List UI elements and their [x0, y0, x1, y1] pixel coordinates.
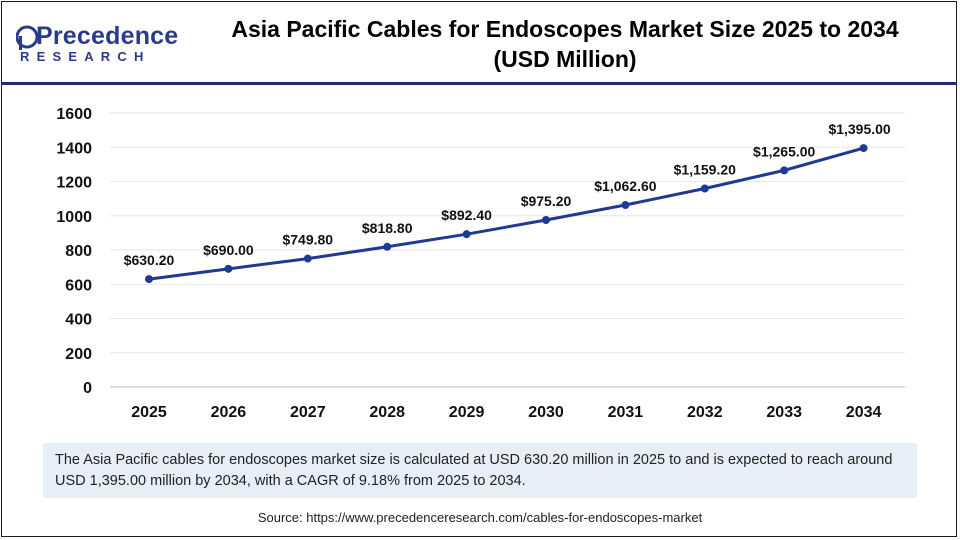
data-label: $690.00: [203, 242, 254, 258]
y-tick-label: 800: [65, 243, 92, 260]
chart-title: Asia Pacific Cables for Endoscopes Marke…: [175, 14, 955, 74]
chart-title-line2: (USD Million): [493, 46, 637, 72]
data-label: $749.80: [282, 232, 333, 248]
caption-box: The Asia Pacific cables for endoscopes m…: [43, 443, 917, 498]
y-tick-label: 400: [65, 312, 92, 329]
data-label: $630.20: [124, 252, 175, 268]
x-tick-label: 2028: [369, 404, 405, 421]
data-point: [462, 230, 471, 239]
data-label: $1,265.00: [753, 143, 815, 159]
x-tick-label: 2034: [846, 404, 882, 421]
data-point: [700, 184, 709, 193]
data-point: [303, 254, 312, 263]
line-chart: 0 200 400 600 800 1000 1200 1400 1600 2025 2026 202…: [56, 106, 905, 421]
data-label: $818.80: [362, 220, 413, 236]
source-text: Source: https://www.precedenceresearch.c…: [257, 510, 703, 525]
logo-mark-icon: [16, 25, 38, 50]
y-tick-label: 1400: [56, 140, 92, 157]
logo: Precedence RESEARCH: [16, 22, 178, 66]
data-label: $1,159.20: [674, 161, 736, 177]
x-tick-label: 2029: [449, 404, 485, 421]
y-tick-label: 1600: [56, 106, 92, 123]
header-divider: [1, 82, 957, 85]
y-tick-label: 600: [65, 277, 92, 294]
y-tick-label: 0: [83, 380, 92, 397]
data-label: $1,395.00: [828, 121, 890, 137]
data-point: [145, 275, 153, 284]
x-tick-label: 2031: [608, 404, 644, 421]
data-label: $892.40: [441, 207, 492, 223]
x-tick-label: 2025: [131, 404, 167, 421]
y-tick-label: 1200: [56, 175, 92, 192]
chart-title-line1: Asia Pacific Cables for Endoscopes Marke…: [231, 16, 899, 42]
x-tick-label: 2027: [290, 404, 326, 421]
data-label: $1,062.60: [594, 178, 656, 194]
data-label: $975.20: [521, 193, 572, 209]
y-tick-label: 200: [65, 346, 92, 363]
x-tick-label: 2026: [211, 404, 247, 421]
data-point: [542, 215, 550, 224]
data-point: [621, 201, 630, 210]
x-tick-label: 2033: [766, 404, 802, 421]
y-tick-label: 1000: [56, 209, 92, 226]
logo-sub-text: RESEARCH: [20, 49, 151, 64]
logo-main-text: Precedence: [36, 22, 179, 50]
x-tick-label: 2030: [528, 404, 564, 421]
data-point: [780, 166, 789, 175]
data-point: [383, 242, 392, 251]
data-point: [859, 144, 868, 153]
series-line: [148, 146, 865, 281]
x-tick-label: 2032: [687, 404, 723, 421]
data-point: [224, 264, 233, 273]
